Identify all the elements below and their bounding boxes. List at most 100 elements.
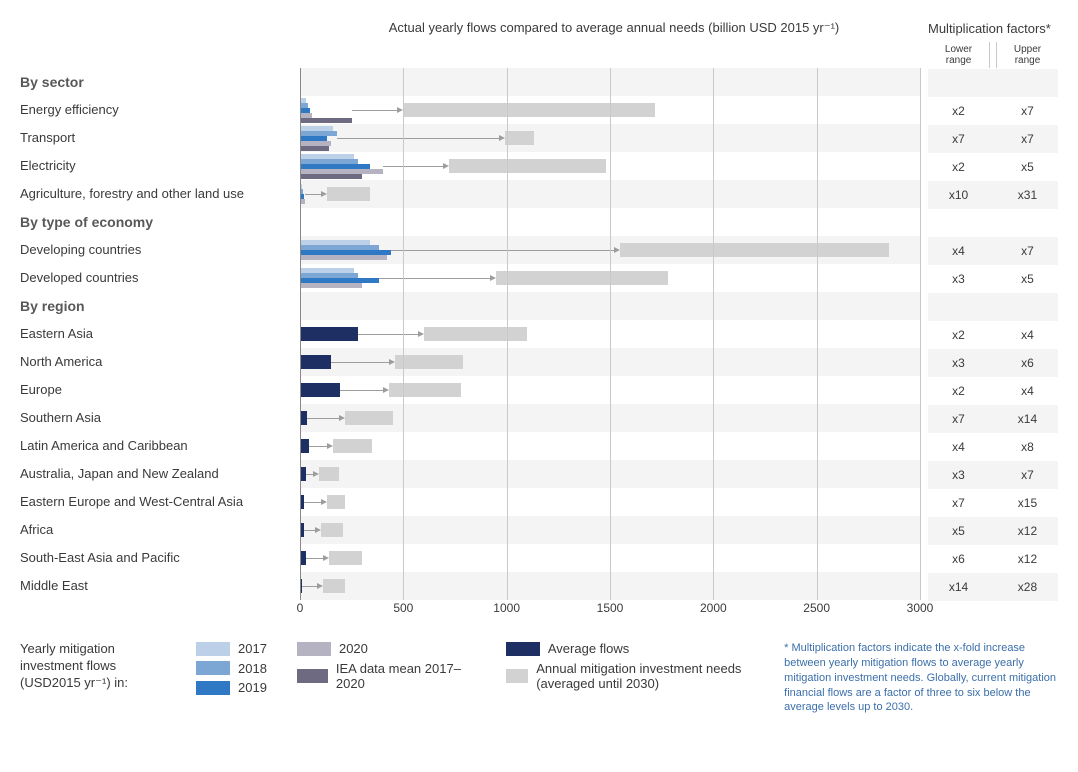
arrow-line [305, 194, 321, 195]
mult-lower: x5 [928, 524, 989, 538]
legend-label: 2017 [238, 641, 267, 657]
arrow-line [383, 166, 443, 167]
row-label: Latin America and Caribbean [20, 432, 300, 460]
row-label: Africa [20, 516, 300, 544]
mult-upper: x5 [997, 272, 1058, 286]
mult-title: Multiplication factors* [928, 21, 1058, 36]
mult-lower-heading: Lowerrange [928, 42, 989, 68]
mult-lower: x2 [928, 328, 989, 342]
x-tick: 3000 [907, 601, 934, 615]
row-label: North America [20, 348, 300, 376]
arrow-head-icon [383, 387, 389, 393]
mult-lower: x14 [928, 580, 989, 594]
arrow-head-icon [321, 191, 327, 197]
legend-label: 2020 [339, 641, 368, 657]
needs-range-bar [323, 579, 346, 593]
legend-swatch [297, 642, 331, 656]
arrow-line [379, 278, 491, 279]
flow-bar [300, 174, 362, 179]
mult-lower: x6 [928, 552, 989, 566]
needs-range-bar [395, 355, 463, 369]
row-label: Electricity [20, 152, 300, 180]
mult-lower: x3 [928, 272, 989, 286]
arrow-line [340, 390, 383, 391]
arrow-line [307, 418, 339, 419]
legend-swatch [196, 681, 230, 695]
flow-bar [300, 255, 387, 260]
mult-upper: x7 [997, 468, 1058, 482]
arrow-head-icon [317, 583, 323, 589]
legend-label: 2019 [238, 680, 267, 696]
x-tick: 0 [297, 601, 304, 615]
needs-range-bar [620, 243, 889, 257]
arrow-line [331, 362, 389, 363]
mult-lower: x7 [928, 132, 989, 146]
row-label: Agriculture, forestry and other land use [20, 180, 300, 208]
group-heading: By sector [20, 68, 300, 96]
mult-upper: x4 [997, 384, 1058, 398]
row-label: Australia, Japan and New Zealand [20, 460, 300, 488]
footnote: * Multiplication factors indicate the x-… [784, 641, 1058, 715]
mult-upper: x15 [997, 496, 1058, 510]
legend-label: IEA data mean 2017–2020 [336, 661, 476, 692]
grid-line [920, 68, 921, 600]
mult-upper: x31 [997, 188, 1058, 202]
arrow-head-icon [339, 415, 345, 421]
needs-range-bar [424, 327, 527, 341]
mult-lower: x2 [928, 384, 989, 398]
arrow-head-icon [327, 443, 333, 449]
arrow-line [391, 250, 614, 251]
mult-lower: x10 [928, 188, 989, 202]
group-heading: By region [20, 292, 300, 320]
arrow-line [302, 586, 317, 587]
mult-upper: x8 [997, 440, 1058, 454]
mult-lower: x2 [928, 160, 989, 174]
mult-upper: x12 [997, 524, 1058, 538]
mult-lower: x7 [928, 496, 989, 510]
needs-range-bar [505, 131, 534, 145]
grid-line [403, 68, 404, 600]
needs-range-bar [319, 467, 340, 481]
legend-swatch [196, 642, 230, 656]
mult-lower: x3 [928, 356, 989, 370]
avg-flow-bar [300, 439, 309, 453]
row-label: Southern Asia [20, 404, 300, 432]
mult-upper: x5 [997, 160, 1058, 174]
arrow-head-icon [313, 471, 319, 477]
arrow-head-icon [614, 247, 620, 253]
avg-flow-bar [300, 327, 358, 341]
row-label: Transport [20, 124, 300, 152]
row-label: Europe [20, 376, 300, 404]
legend-item: 2019 [196, 680, 267, 696]
legend-label: Annual mitigation investment needs (aver… [536, 661, 754, 692]
mult-lower: x3 [928, 468, 989, 482]
arrow-head-icon [443, 163, 449, 169]
flow-bar [300, 283, 362, 288]
figure: Actual yearly flows compared to average … [20, 20, 1058, 715]
arrow-head-icon [499, 135, 505, 141]
arrow-line [304, 502, 321, 503]
group-heading: By type of economy [20, 208, 300, 236]
mult-upper-heading: Upperrange [997, 42, 1058, 68]
legend-swatch [297, 669, 328, 683]
grid-line [507, 68, 508, 600]
legend-item: 2017 [196, 641, 267, 657]
avg-flow-bar [300, 355, 331, 369]
arrow-line [352, 110, 398, 111]
arrow-line [309, 446, 327, 447]
row-label: South-East Asia and Pacific [20, 544, 300, 572]
arrow-head-icon [389, 359, 395, 365]
arrow-line [304, 530, 315, 531]
row-label: Eastern Europe and West-Central Asia [20, 488, 300, 516]
mult-upper: x4 [997, 328, 1058, 342]
grid-line [610, 68, 611, 600]
mult-upper: x6 [997, 356, 1058, 370]
chart-content: By sectorEnergy efficiencyTransportElect… [20, 42, 1058, 601]
legend-item: Annual mitigation investment needs (aver… [506, 661, 754, 692]
legend-item: IEA data mean 2017–2020 [297, 661, 476, 692]
chart-title: Actual yearly flows compared to average … [300, 20, 928, 36]
needs-range-bar [327, 187, 370, 201]
arrow-head-icon [490, 275, 496, 281]
arrow-head-icon [321, 499, 327, 505]
row-label: Energy efficiency [20, 96, 300, 124]
